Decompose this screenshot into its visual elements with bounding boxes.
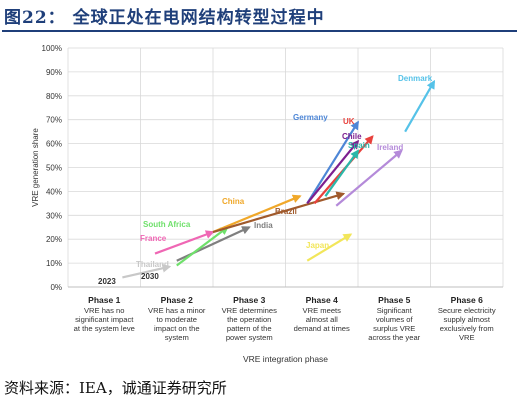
phase-description-line: Secure electricity	[438, 306, 496, 315]
series-arrow-china	[212, 194, 302, 234]
series-label-germany: Germany	[293, 113, 328, 122]
y-tick-label: 20%	[46, 235, 62, 244]
phase-description-line: exclusively from	[440, 324, 494, 333]
y-tick-label: 30%	[46, 211, 62, 220]
y-tick-label: 60%	[46, 140, 62, 149]
series-arrow-brazil	[212, 191, 346, 234]
y-axis-label: VRE generation share	[31, 128, 40, 207]
phase-name: Phase 4	[306, 295, 338, 305]
phase-description-line: the operation	[227, 315, 271, 324]
y-tick-label: 100%	[42, 44, 62, 53]
phase-description-line: volumes of	[376, 315, 414, 324]
phase-name: Phase 5	[378, 295, 410, 305]
y-tick-label: 10%	[46, 259, 62, 268]
series-label-china: China	[222, 197, 245, 206]
series-arrow-south-africa	[176, 226, 229, 267]
series-label-thailand: Thailand	[136, 260, 169, 269]
year-label-start: 2023	[98, 277, 116, 286]
series-label-ireland: Ireland	[377, 143, 403, 152]
series-label-denmark: Denmark	[398, 74, 433, 83]
series-arrow-france	[154, 230, 215, 255]
phase-name: Phase 6	[451, 295, 483, 305]
series-label-japan: Japan	[306, 241, 329, 250]
phase-description-line: power system	[226, 333, 273, 342]
series-label-south-africa: South Africa	[143, 220, 191, 229]
series-label-spain: Spain	[348, 141, 370, 150]
phase-description-line: VRE has a minor	[148, 306, 206, 315]
y-tick-label: 90%	[46, 68, 62, 77]
phase-name: Phase 2	[161, 295, 193, 305]
phase-description-line: surplus VRE	[373, 324, 415, 333]
vre-phase-chart: 0% 10% 20% 30% 40% 50% 60% 70% 80% 90% 100% VRE ge…	[31, 44, 504, 364]
phase-description-line: supply almost	[444, 315, 491, 324]
phase-description-line: demand at times	[294, 324, 350, 333]
title-divider	[2, 30, 517, 32]
series-label-chile: Chile	[342, 132, 362, 141]
phase-description-line: significant impact	[75, 315, 134, 324]
series-arrow-chile	[306, 139, 360, 205]
series-arrow-ireland	[335, 149, 403, 207]
grid-layer	[67, 47, 504, 288]
phase-description-line: Significant	[377, 306, 413, 315]
series-label-france: France	[140, 234, 167, 243]
series-arrow-denmark	[404, 79, 436, 133]
series-arrow-spain	[324, 149, 360, 197]
phase-description-line: VRE meets	[303, 306, 342, 315]
figure-title: 图22： 全球正处在电网结构转型过程中	[4, 8, 325, 28]
source-note: 资料来源：IEA，诚通证券研究所	[4, 379, 227, 397]
y-tick-label: 50%	[46, 164, 62, 173]
series-arrow-germany	[306, 120, 359, 204]
phase-description-line: VRE	[459, 333, 475, 342]
phase-description-line: VRE determines	[222, 306, 277, 315]
y-tick-label: 0%	[50, 283, 62, 292]
x-axis-label: VRE integration phase	[243, 354, 328, 364]
y-tick-label: 70%	[46, 116, 62, 125]
phase-description-line: at the system leve	[74, 324, 135, 333]
y-tick-labels: 0% 10% 20% 30% 40% 50% 60% 70% 80% 90% 100%	[42, 44, 62, 292]
series-label-brazil: Brazil	[275, 207, 297, 216]
series-layer: Thailand Japan India France South Africa Chin…	[98, 74, 436, 286]
phase-description-line: VRE has no	[84, 306, 125, 315]
phase-description-line: almost all	[306, 315, 338, 324]
phase-description-line: to moderate	[156, 315, 197, 324]
phase-description-line: system	[165, 333, 189, 342]
series-label-india: India	[254, 221, 273, 230]
phase-description-line: across the year	[368, 333, 420, 342]
phase-name: Phase 1	[88, 295, 120, 305]
y-tick-label: 40%	[46, 187, 62, 196]
y-tick-label: 80%	[46, 92, 62, 101]
phase-description-line: pattern of the	[227, 324, 272, 333]
phase-description-line: impact on the	[154, 324, 200, 333]
series-arrow-japan	[306, 233, 353, 262]
year-label-end: 2030	[141, 272, 159, 281]
phase-name: Phase 3	[233, 295, 265, 305]
series-label-uk: UK	[343, 117, 355, 126]
series-arrow-baseline	[122, 263, 172, 279]
